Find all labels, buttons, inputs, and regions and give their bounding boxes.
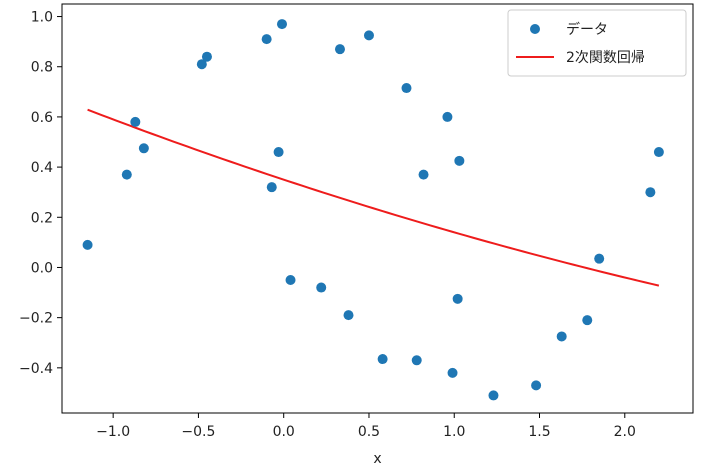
data-point bbox=[653, 147, 664, 158]
data-point bbox=[488, 390, 499, 401]
x-tick-label: 1.5 bbox=[528, 424, 550, 440]
y-tick-label: 0.0 bbox=[31, 260, 53, 276]
data-point bbox=[121, 169, 132, 180]
legend-label-data: データ bbox=[566, 21, 608, 38]
x-tick-label: 0.5 bbox=[358, 424, 380, 440]
legend-marker-data bbox=[530, 24, 540, 34]
x-tick-label: −0.5 bbox=[181, 424, 215, 440]
data-point bbox=[411, 355, 422, 366]
legend-label-regression: 2次関数回帰 bbox=[566, 49, 645, 66]
data-point bbox=[594, 253, 605, 264]
axes-layer: −1.0 −0.5 0.0 0.5 1.0 1.5 2.0 −0.4 −0.2 0.0 0.2 0.4… bbox=[19, 3, 694, 440]
data-point bbox=[556, 331, 567, 342]
data-point bbox=[138, 143, 149, 154]
data-point bbox=[582, 315, 593, 326]
data-point bbox=[363, 30, 374, 41]
y-tick-label: 0.8 bbox=[31, 60, 53, 76]
data-point bbox=[452, 293, 463, 304]
data-point bbox=[276, 19, 287, 30]
x-axis-title: x bbox=[373, 451, 381, 467]
data-point bbox=[334, 44, 345, 55]
y-tick-label: 1.0 bbox=[31, 10, 53, 26]
y-tick-label: −0.2 bbox=[19, 311, 53, 327]
data-point bbox=[531, 380, 542, 391]
data-point bbox=[645, 187, 656, 198]
data-point bbox=[266, 182, 277, 193]
data-point bbox=[273, 147, 284, 158]
data-point bbox=[261, 34, 272, 45]
y-tick-label: 0.6 bbox=[31, 110, 53, 126]
data-point bbox=[82, 239, 93, 250]
x-tick-label: 2.0 bbox=[614, 424, 636, 440]
y-tick-label: 0.4 bbox=[31, 160, 53, 176]
data-point bbox=[442, 111, 453, 122]
data-point bbox=[196, 59, 207, 70]
regression-line bbox=[87, 108, 660, 287]
axes-frame bbox=[61, 3, 694, 414]
data-point bbox=[285, 275, 296, 286]
y-tick-label: −0.4 bbox=[19, 361, 53, 377]
x-tick-label: −1.0 bbox=[96, 424, 130, 440]
data-point bbox=[201, 51, 212, 62]
legend-box bbox=[507, 9, 687, 77]
x-tick-label: 0.0 bbox=[273, 424, 295, 440]
data-point bbox=[447, 367, 458, 378]
y-tick-label: 0.2 bbox=[31, 210, 53, 226]
x-tick-label: 1.0 bbox=[443, 424, 465, 440]
data-point bbox=[343, 310, 354, 321]
data-point bbox=[130, 116, 141, 127]
data-point bbox=[418, 169, 429, 180]
data-point bbox=[316, 282, 327, 293]
data-point bbox=[454, 155, 465, 166]
data-point bbox=[377, 354, 388, 365]
data-point bbox=[401, 83, 412, 94]
legend: データ 2次関数回帰 bbox=[507, 9, 687, 77]
series-layer bbox=[82, 19, 664, 401]
